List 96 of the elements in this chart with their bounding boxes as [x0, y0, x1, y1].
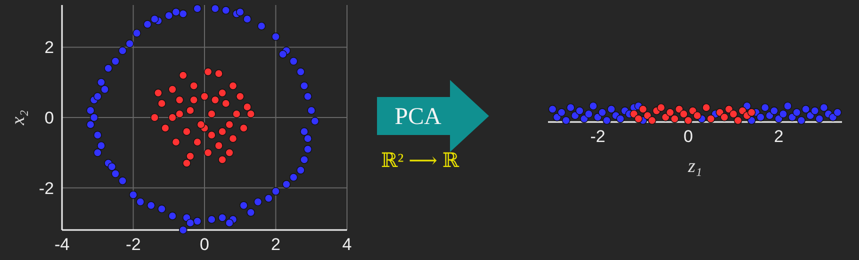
point: [784, 102, 792, 110]
point: [158, 99, 166, 108]
point: [218, 127, 226, 136]
point: [200, 92, 209, 101]
point: [204, 68, 212, 76]
point: [228, 82, 238, 90]
point: [693, 111, 702, 120]
point: [190, 96, 198, 104]
point: [802, 105, 810, 114]
point: [607, 105, 616, 114]
point: [734, 116, 742, 125]
point: [810, 106, 820, 115]
x-tick-label: -2: [126, 235, 141, 254]
point: [232, 110, 241, 118]
point: [747, 108, 756, 117]
text: ℝ² ⟶ ℝ: [381, 150, 460, 172]
point: [594, 113, 602, 122]
x-tick-label: -4: [54, 235, 70, 254]
point: [720, 113, 729, 122]
point: [702, 103, 710, 112]
point: [225, 120, 234, 129]
point: [602, 116, 611, 125]
point: [760, 103, 770, 112]
point: [566, 103, 575, 112]
point: [684, 116, 692, 125]
point: [616, 114, 625, 123]
point: [168, 113, 177, 122]
x-tick-label: 2: [774, 127, 784, 146]
x-tick-label: -2: [590, 127, 606, 146]
point: [178, 71, 188, 80]
point: [168, 85, 177, 94]
point: [172, 138, 180, 146]
point: [656, 103, 666, 112]
point: [562, 116, 570, 125]
point: [779, 110, 788, 118]
point: [243, 102, 252, 112]
point: [193, 138, 202, 146]
point: [688, 106, 697, 115]
point: [211, 96, 220, 104]
point: [788, 113, 796, 122]
point: [196, 120, 206, 129]
point: [161, 124, 170, 132]
point: [576, 106, 584, 115]
point: [589, 102, 598, 110]
point: [218, 156, 226, 164]
point: [706, 114, 715, 123]
x-tick-label: 2: [271, 235, 280, 254]
point: [666, 108, 674, 117]
x-tick-label: 4: [342, 235, 352, 254]
point: [175, 96, 184, 104]
point: [225, 148, 234, 157]
point: [634, 114, 643, 123]
x-tick-label: 0: [200, 235, 210, 254]
point: [182, 159, 191, 168]
point: [218, 88, 226, 98]
point: [186, 106, 194, 115]
point: [204, 148, 212, 157]
point: [638, 105, 648, 114]
point: [729, 110, 738, 118]
text: PCA: [394, 104, 442, 130]
point: [548, 105, 557, 114]
y-tick-label: 2: [44, 38, 54, 58]
point: [214, 141, 223, 150]
y-tick-label: -2: [38, 178, 54, 198]
point: [240, 124, 248, 132]
point: [792, 108, 801, 117]
point: [584, 110, 593, 118]
point: [598, 108, 606, 117]
point: [820, 103, 828, 112]
point: [680, 110, 688, 118]
point: [228, 134, 238, 143]
point: [236, 92, 244, 101]
x-axis-title: z₁: [687, 156, 702, 177]
point: [207, 110, 216, 118]
point: [770, 106, 778, 115]
y-tick-label: 0: [44, 108, 54, 128]
point: [833, 108, 842, 117]
point: [797, 116, 806, 125]
point: [175, 110, 184, 118]
point: [648, 116, 656, 125]
point: [186, 152, 194, 160]
point: [670, 114, 679, 123]
point: [756, 113, 765, 122]
y-axis-title: x₂: [8, 110, 29, 126]
point: [246, 110, 255, 118]
point: [222, 99, 230, 108]
point: [557, 108, 566, 117]
point: [815, 114, 824, 123]
x-tick-label: 0: [683, 127, 693, 146]
point: [207, 130, 216, 140]
point: [150, 113, 159, 122]
point: [675, 105, 684, 114]
point: [214, 69, 223, 78]
point: [182, 127, 191, 136]
point: [190, 82, 198, 90]
point: [154, 88, 162, 98]
